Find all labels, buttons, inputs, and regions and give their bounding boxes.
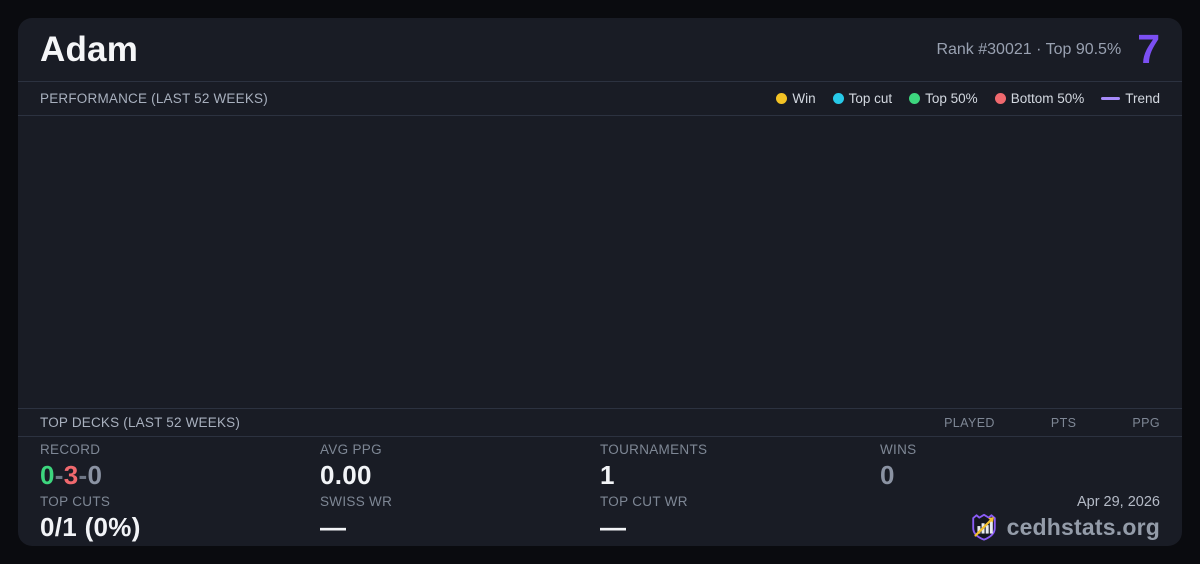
stat-tournaments: TOURNAMENTS 1 — [600, 442, 880, 494]
divider — [18, 115, 1182, 116]
shield-chart-logo-icon — [969, 512, 999, 542]
stat-label: TOURNAMENTS — [600, 442, 708, 457]
stat-label: SWISS WR — [320, 494, 393, 509]
stat-top-cuts: TOP CUTS 0/1 (0%) — [40, 494, 320, 546]
rank-summary: Rank #30021 · Top 90.5% 7 — [936, 29, 1160, 70]
column-ppg: PPG — [1132, 415, 1160, 430]
divider — [18, 436, 1182, 437]
bottom-50-dot-icon — [994, 93, 1006, 104]
top-decks-header: TOP DECKS (LAST 52 WEEKS) PLAYED PTS PPG — [18, 409, 1182, 436]
tournaments-value: 1 — [600, 460, 615, 490]
legend-label: Top cut — [848, 91, 893, 106]
wins-value: 0 — [880, 460, 895, 490]
performance-title: PERFORMANCE (LAST 52 WEEKS) — [40, 91, 268, 106]
top-decks-title: TOP DECKS (LAST 52 WEEKS) — [40, 415, 241, 430]
record-value: 0-3-0 — [40, 460, 320, 491]
legend-label: Win — [792, 91, 816, 106]
player-score: 7 — [1137, 26, 1160, 72]
record-separator: - — [78, 460, 88, 490]
stat-label: TOP CUT WR — [600, 494, 688, 509]
top-cut-dot-icon — [832, 93, 844, 104]
brand-name: cedhstats.org — [1006, 513, 1160, 540]
stats-row-2: TOP CUTS 0/1 (0%) SWISS WR — TOP CUT WR … — [40, 494, 1160, 546]
legend-label: Trend — [1125, 91, 1160, 106]
card-footer: Apr 29, 2026 cedhstats.org — [880, 494, 1160, 546]
rank-text: Rank #30021 · Top 90.5% — [936, 40, 1122, 58]
column-played: PLAYED — [944, 415, 995, 430]
stat-avg-ppg: AVG PPG 0.00 — [320, 442, 600, 494]
legend-item-bottom-50: Bottom 50% — [994, 91, 1085, 106]
top-decks-columns: PLAYED PTS PPG — [944, 416, 1160, 430]
chart-legend: Win Top cut Top 50% Bottom 50% Trend — [776, 91, 1160, 106]
top-cut-wr-value: — — [600, 512, 627, 542]
stat-wins: WINS 0 — [880, 442, 1160, 494]
stat-label: WINS — [880, 442, 917, 457]
card-header: Adam Rank #30021 · Top 90.5% 7 — [18, 18, 1182, 81]
divider — [18, 408, 1182, 409]
performance-header: PERFORMANCE (LAST 52 WEEKS) Win Top cut … — [18, 82, 1182, 115]
brand[interactable]: cedhstats.org — [880, 512, 1160, 542]
legend-item-trend: Trend — [1101, 91, 1160, 106]
legend-item-top-50: Top 50% — [909, 91, 978, 106]
stat-record: RECORD 0-3-0 — [40, 442, 320, 494]
performance-chart — [18, 116, 1182, 408]
swiss-wr-value: — — [320, 512, 347, 542]
record-wins: 0 — [40, 460, 55, 490]
stat-swiss-wr: SWISS WR — — [320, 494, 600, 546]
stat-label: AVG PPG — [320, 442, 382, 457]
top-cuts-value: 0/1 (0%) — [40, 512, 141, 542]
legend-label: Top 50% — [925, 91, 978, 106]
stat-label: TOP CUTS — [40, 494, 111, 509]
player-stats-card: Adam Rank #30021 · Top 90.5% 7 PERFORMAN… — [18, 18, 1182, 546]
stats-row-1: RECORD 0-3-0 AVG PPG 0.00 TOURNAMENTS 1 … — [40, 442, 1160, 494]
top-50-dot-icon — [909, 93, 921, 104]
player-name: Adam — [40, 29, 139, 69]
record-separator: - — [54, 460, 64, 490]
legend-item-win: Win — [776, 91, 816, 106]
divider — [18, 81, 1182, 82]
stat-top-cut-wr: TOP CUT WR — — [600, 494, 880, 546]
win-dot-icon — [776, 93, 788, 104]
generated-date: Apr 29, 2026 — [1076, 494, 1160, 510]
stat-label: RECORD — [40, 442, 101, 457]
trend-line-icon — [1101, 97, 1121, 100]
column-pts: PTS — [1050, 415, 1077, 430]
legend-item-top-cut: Top cut — [832, 91, 893, 106]
record-draws: 0 — [87, 460, 103, 490]
avg-ppg-value: 0.00 — [320, 460, 372, 490]
legend-label: Bottom 50% — [1010, 91, 1085, 106]
stats-grid: RECORD 0-3-0 AVG PPG 0.00 TOURNAMENTS 1 … — [18, 437, 1182, 546]
record-losses: 3 — [63, 460, 79, 490]
